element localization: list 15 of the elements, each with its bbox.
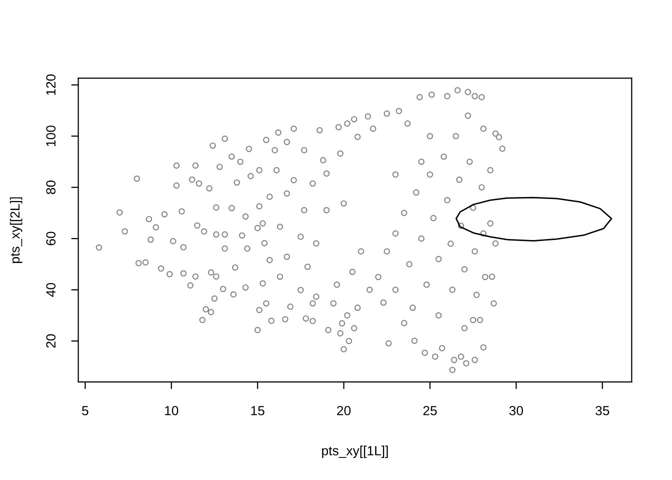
y-tick-label: 100 — [46, 126, 56, 146]
y-tick-label: 60 — [46, 232, 56, 246]
x-tick-label: 25 — [423, 406, 437, 416]
y-tick-label: 80 — [46, 180, 56, 194]
x-tick-label: 15 — [251, 406, 264, 416]
x-tick-label: 35 — [596, 406, 610, 416]
y-tick-label: 40 — [46, 282, 56, 297]
x-tick-label: 20 — [337, 406, 351, 416]
y-tick-label: 20 — [46, 334, 56, 348]
x-axis-title: pts_xy[[1L]] — [322, 446, 388, 458]
x-tick-label: 5 — [82, 406, 88, 416]
y-axis-title: pts_xy[[2L]] — [10, 197, 22, 263]
y-tick-label: 120 — [46, 74, 56, 95]
x-tick-label: 30 — [509, 406, 523, 416]
x-tick-label: 10 — [165, 406, 178, 416]
